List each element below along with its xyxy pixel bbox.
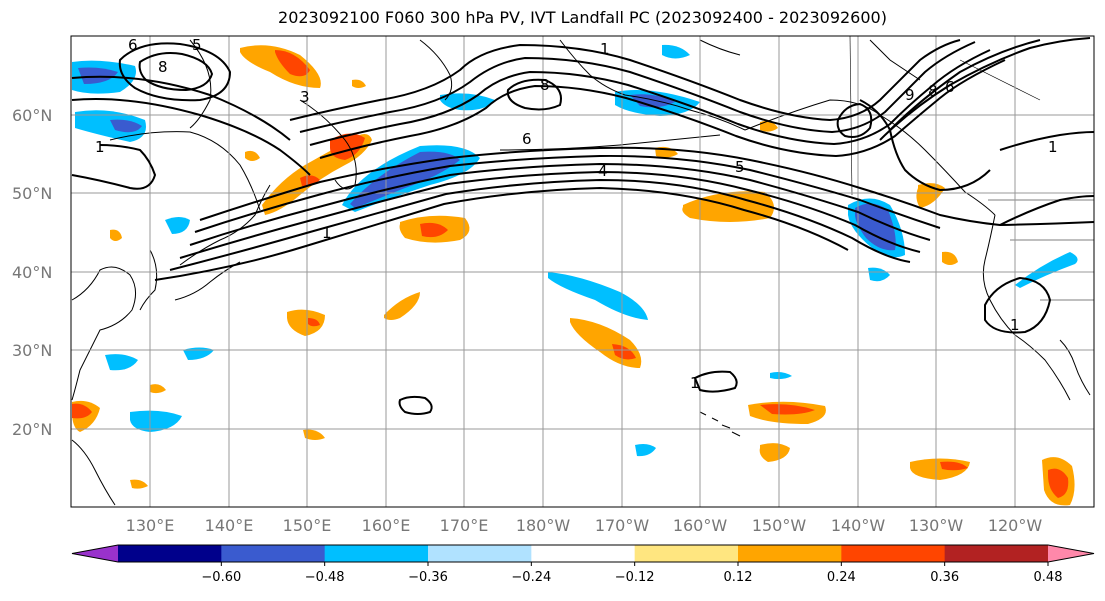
contour-label: 8 [928,82,938,100]
pv-contour-4 [179,170,921,259]
coastlines [71,39,1091,506]
lon-label: 140°W [831,516,886,535]
colorbar-tick-label: 0.24 [827,570,856,585]
pv-contour-1 [199,146,1094,227]
coast-hawaii [699,411,741,437]
lat-label: 30°N [12,341,52,360]
contour-labels: 6 5 8 3 1 1 8 6 4 5 1 9 8 6 1 1 1 [95,36,1058,392]
colorbar-tick-label: 0.48 [1034,570,1063,585]
colorbar-tick-label: −0.48 [305,570,345,585]
pv-contour-trough-1 [859,99,991,192]
colorbar-bin [634,545,739,562]
pv-contour-closed-west-inner [138,52,214,92]
longitude-labels: 130°E 140°E 150°E 160°E 170°E 180°W 170°… [126,516,1043,535]
pv-contour-north-asia [71,144,157,190]
pv-contour-east-1 [999,195,1094,226]
negative-shading [72,44,1078,457]
colorbar-bin [118,545,222,562]
contour-label: 1 [95,138,105,156]
coast-north-america [982,214,1071,401]
lon-label: 150°W [752,516,807,535]
pv-contour-5 [169,178,911,271]
contour-label: 4 [598,162,608,180]
colorbar-bin [428,545,532,562]
contour-label: 5 [192,36,202,54]
colorbar-bin [324,545,429,562]
pv-contour-ridge-2 [299,41,976,134]
pv-contour-cutoff-1 [984,276,1052,334]
pv-contour-ridge-1 [289,39,961,122]
pv-contour-cutoff-2 [398,395,433,415]
contour-label: 6 [128,36,138,54]
colorbar-tick-label: −0.12 [615,570,655,585]
lon-label: 180°W [516,516,571,535]
pv-contour-east-high [889,39,1041,131]
lat-label: 50°N [12,184,52,203]
lat-label: 40°N [12,263,52,282]
colorbar-bin [221,545,326,562]
pv-contour-upper-2 [71,75,291,141]
colorbar-tick-label: 0.12 [724,570,753,585]
contour-label: 1 [600,40,610,58]
lon-label: 160°W [673,516,728,535]
contour-label: 6 [522,130,532,148]
colorbar-bin [531,545,636,562]
colorbar-tick-label: −0.24 [511,570,551,585]
lat-label: 20°N [12,420,52,439]
pv-contour-closed-mid [506,78,562,111]
pv-contour-east-2 [999,131,1094,151]
map-frame [70,35,1095,508]
coast-aleutians [499,134,721,151]
lon-label: 170°E [440,516,489,535]
pv-contour-2 [194,154,941,233]
lon-label: 140°E [205,516,254,535]
pv-contour-upper-1 [71,98,311,176]
colorbar: −0.60 −0.48 −0.36 −0.24 −0.12 0.12 0.24 0.36 0.4… [71,544,1095,585]
pv-contour-ridge-3 [309,49,991,146]
pv-contour-3 [189,162,931,246]
coast-korea-japan [139,249,158,311]
pv-contour-closed-west [118,42,232,102]
contour-label: 1 [690,374,700,392]
pv-contour-closed-gulf [836,102,873,138]
contour-label: 9 [905,86,915,104]
latitude-labels: 60°N 50°N 40°N 30°N 20°N [12,106,52,439]
colorbar-bin [944,545,1049,562]
lon-label: 120°W [988,516,1043,535]
contour-label: 6 [945,78,955,96]
lon-label: 150°E [283,516,332,535]
colorbar-extend-high [1048,545,1094,562]
colorbar-outline [71,544,1095,563]
pv-contour-ridge-4 [319,59,1006,159]
coast-asia-east [71,266,136,401]
colorbar-bin [841,545,946,562]
coast-okhotsk [109,131,261,211]
pv-contour-east-high-2 [879,37,1091,141]
pv-contour-6 [154,186,849,281]
contour-label: 8 [158,58,168,76]
contour-label: 1 [322,224,332,242]
lon-label: 160°E [362,516,411,535]
contour-label: 8 [540,76,550,94]
contour-label: 1 [1048,138,1058,156]
colorbar-tick-label: 0.36 [930,570,959,585]
lon-label: 130°W [909,516,964,535]
shade-pos-kamchatka [240,45,321,88]
pv-contours [71,37,1094,415]
colorbar-tick-label: −0.36 [408,570,448,585]
lat-label: 60°N [12,106,52,125]
contour-label: 3 [300,88,310,106]
graticule [71,36,1094,507]
contour-label: 5 [735,158,745,176]
colorbar-extend-low [72,545,118,562]
lon-label: 130°E [126,516,175,535]
colorbar-tick-label: −0.60 [201,570,241,585]
pv-contour-cutoff-3 [693,370,738,393]
colorbar-bin [738,545,842,562]
contour-label: 1 [1010,316,1020,334]
map-title: 2023092100 F060 300 hPa PV, IVT Landfall… [278,8,887,27]
lon-label: 170°W [595,516,650,535]
